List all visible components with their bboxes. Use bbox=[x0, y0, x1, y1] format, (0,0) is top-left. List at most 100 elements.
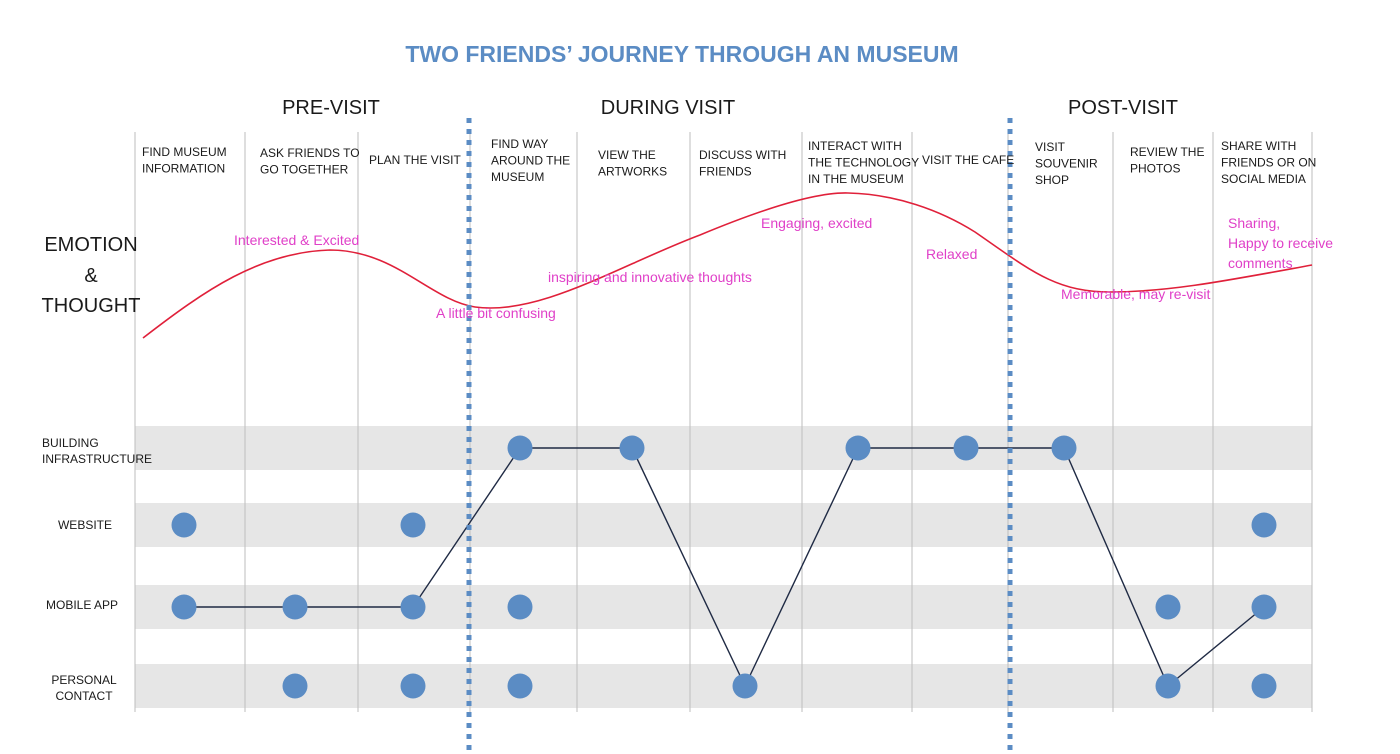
touchpoint-dot bbox=[172, 595, 197, 620]
touchpoint-dot bbox=[172, 513, 197, 538]
stage-label: VIEW THE ARTWORKS bbox=[598, 148, 667, 179]
emotion-annotation-line: Sharing, bbox=[1228, 215, 1280, 231]
stage-label: FIND MUSEUM INFORMATION bbox=[142, 145, 227, 176]
stage-label-line: INFORMATION bbox=[142, 162, 225, 176]
touchpoint-dot bbox=[401, 674, 426, 699]
stage-label-line: GO TOGETHER bbox=[260, 163, 349, 177]
phase-label: DURING VISIT bbox=[601, 97, 735, 119]
stage-label: SHARE WITH FRIENDS OR ON SOCIAL MEDIA bbox=[1221, 139, 1316, 186]
channel-band bbox=[135, 503, 1312, 547]
phase-label: POST-VISIT bbox=[1068, 97, 1178, 119]
touchpoint-dot bbox=[401, 595, 426, 620]
stage-label: VISIT SOUVENIR SHOP bbox=[1035, 140, 1098, 187]
emotion-curve-layer bbox=[143, 193, 1312, 338]
page-title: TWO FRIENDS’ JOURNEY THROUGH AN MUSEUM bbox=[405, 41, 958, 67]
touchpoint-dot bbox=[846, 436, 871, 461]
emotion-annotation-line: Engaging, excited bbox=[761, 215, 872, 231]
channel-label-line: WEBSITE bbox=[58, 518, 112, 532]
emotion-axis-label-line: & bbox=[84, 265, 98, 287]
emotion-axis-label: EMOTION & THOUGHT bbox=[42, 234, 141, 317]
channel-label-line: CONTACT bbox=[55, 689, 113, 703]
stage-label-line: AROUND THE bbox=[491, 154, 570, 168]
emotion-annotation: Memorable, may re-visit bbox=[1061, 286, 1210, 302]
phase-labels: PRE-VISIT DURING VISIT POST-VISIT bbox=[282, 97, 1178, 119]
touchpoint-dot bbox=[508, 674, 533, 699]
touchpoint-dot bbox=[954, 436, 979, 461]
emotion-labels: Interested & Excited A little bit confusi… bbox=[234, 215, 1333, 321]
channel-bands bbox=[135, 426, 1312, 708]
stage-label: PLAN THE VISIT bbox=[369, 153, 461, 167]
channel-label-line: PERSONAL bbox=[51, 673, 117, 687]
channel-label-line: BUILDING bbox=[42, 436, 99, 450]
stage-label-line: ARTWORKS bbox=[598, 165, 667, 179]
stage-label: INTERACT WITH THE TECHNOLOGY IN THE MUSEUM bbox=[808, 139, 919, 186]
stage-label-line: SHARE WITH bbox=[1221, 139, 1296, 153]
emotion-annotation: Relaxed bbox=[926, 246, 977, 262]
touchpoint-dot bbox=[508, 595, 533, 620]
stage-label-line: FIND WAY bbox=[491, 137, 548, 151]
stage-label-line: INTERACT WITH bbox=[808, 139, 902, 153]
touchpoint-dots bbox=[172, 436, 1277, 699]
channel-label: PERSONAL CONTACT bbox=[51, 673, 117, 703]
stage-label-line: FRIENDS OR ON bbox=[1221, 156, 1316, 170]
emotion-annotation-line: Memorable, may re-visit bbox=[1061, 286, 1210, 302]
stage-label-line: VISIT THE CAFE bbox=[922, 153, 1014, 167]
stage-label-line: THE TECHNOLOGY bbox=[808, 156, 919, 170]
stage-label: VISIT THE CAFE bbox=[922, 153, 1014, 167]
touchpoint-dot bbox=[733, 674, 758, 699]
stage-label-line: SOUVENIR bbox=[1035, 157, 1098, 171]
channel-band bbox=[135, 426, 1312, 470]
stage-labels: FIND MUSEUM INFORMATION ASK FRIENDS TO GO T… bbox=[142, 137, 1316, 187]
emotion-axis-label-line: EMOTION bbox=[44, 234, 137, 256]
touchpoint-dot bbox=[401, 513, 426, 538]
emotion-annotation: Interested & Excited bbox=[234, 232, 359, 248]
stage-label-line: PHOTOS bbox=[1130, 162, 1180, 176]
channel-label-line: MOBILE APP bbox=[46, 598, 118, 612]
touchpoint-dot bbox=[1156, 674, 1181, 699]
emotion-annotation-line: Interested & Excited bbox=[234, 232, 359, 248]
phase-label: PRE-VISIT bbox=[282, 97, 380, 119]
stage-label: REVIEW THE PHOTOS bbox=[1130, 145, 1204, 176]
journey-connector bbox=[1064, 448, 1168, 686]
stage-label-line: FIND MUSEUM bbox=[142, 145, 227, 159]
stage-label-line: VISIT bbox=[1035, 140, 1066, 154]
stage-label-line: IN THE MUSEUM bbox=[808, 172, 904, 186]
stage-label-line: SHOP bbox=[1035, 173, 1069, 187]
channel-label: WEBSITE bbox=[58, 518, 112, 532]
stage-label-line: SOCIAL MEDIA bbox=[1221, 172, 1306, 186]
stage-label-line: FRIENDS bbox=[699, 165, 752, 179]
stage-label: DISCUSS WITH FRIENDS bbox=[699, 148, 786, 179]
stage-label-line: ASK FRIENDS TO bbox=[260, 146, 360, 160]
channel-label: MOBILE APP bbox=[46, 598, 118, 612]
journey-connector bbox=[632, 448, 745, 686]
channel-label-line: INFRASTRUCTURE bbox=[42, 452, 152, 466]
emotion-annotation: Engaging, excited bbox=[761, 215, 872, 231]
stage-label: FIND WAY AROUND THE MUSEUM bbox=[491, 137, 570, 184]
emotion-annotation-line: Relaxed bbox=[926, 246, 977, 262]
emotion-annotation-line: A little bit confusing bbox=[436, 305, 556, 321]
emotion-annotation-line: comments bbox=[1228, 255, 1293, 271]
touchpoint-dot bbox=[1252, 595, 1277, 620]
stage-label: ASK FRIENDS TO GO TOGETHER bbox=[260, 146, 360, 177]
touchpoint-dot bbox=[1156, 595, 1181, 620]
stage-label-line: DISCUSS WITH bbox=[699, 148, 786, 162]
touchpoint-dot bbox=[620, 436, 645, 461]
touchpoint-dot bbox=[508, 436, 533, 461]
journey-connectors bbox=[184, 448, 1264, 686]
stage-label-line: MUSEUM bbox=[491, 170, 544, 184]
emotion-annotation: Sharing, Happy to receive comments bbox=[1228, 215, 1333, 271]
emotion-annotation-line: inspiring and innovative thoughts bbox=[548, 269, 752, 285]
channel-band bbox=[135, 664, 1312, 708]
touchpoint-dot bbox=[1052, 436, 1077, 461]
touchpoint-dot bbox=[283, 595, 308, 620]
touchpoint-dot bbox=[1252, 674, 1277, 699]
emotion-curve bbox=[143, 193, 1312, 338]
stage-label-line: REVIEW THE bbox=[1130, 145, 1204, 159]
emotion-annotation: A little bit confusing bbox=[436, 305, 556, 321]
emotion-annotation: inspiring and innovative thoughts bbox=[548, 269, 752, 285]
touchpoint-dot bbox=[1252, 513, 1277, 538]
emotion-annotation-line: Happy to receive bbox=[1228, 235, 1333, 251]
stage-label-line: VIEW THE bbox=[598, 148, 656, 162]
emotion-axis-label-line: THOUGHT bbox=[42, 295, 141, 317]
